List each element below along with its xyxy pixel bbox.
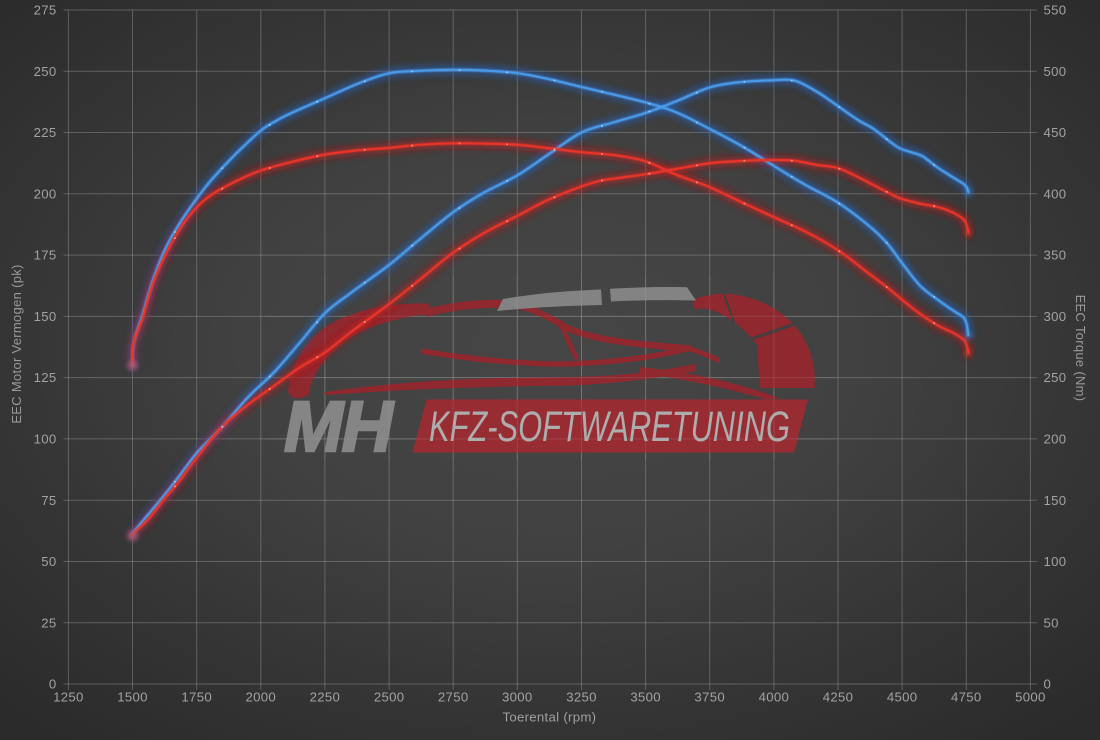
svg-text:150: 150 — [1044, 493, 1067, 508]
svg-text:200: 200 — [1044, 432, 1067, 447]
svg-text:100: 100 — [34, 432, 57, 447]
svg-text:2750: 2750 — [438, 690, 469, 705]
svg-text:1250: 1250 — [53, 690, 84, 705]
svg-text:4000: 4000 — [759, 690, 790, 705]
svg-text:3000: 3000 — [502, 690, 533, 705]
svg-text:500: 500 — [1044, 64, 1067, 79]
svg-text:25: 25 — [41, 615, 56, 630]
svg-text:225: 225 — [34, 125, 57, 140]
svg-text:Toerental (rpm): Toerental (rpm) — [502, 710, 596, 725]
svg-text:1500: 1500 — [117, 690, 148, 705]
svg-text:3500: 3500 — [630, 690, 661, 705]
svg-text:175: 175 — [34, 248, 57, 263]
svg-text:50: 50 — [1044, 615, 1059, 630]
svg-text:550: 550 — [1044, 3, 1067, 18]
svg-text:MH: MH — [284, 388, 395, 467]
svg-text:2000: 2000 — [246, 690, 277, 705]
svg-text:250: 250 — [1044, 370, 1067, 385]
svg-text:4750: 4750 — [951, 690, 982, 705]
svg-text:KFZ-SOFTWARETUNING: KFZ-SOFTWARETUNING — [429, 403, 790, 451]
svg-text:2500: 2500 — [374, 690, 405, 705]
svg-text:250: 250 — [34, 64, 57, 79]
svg-text:EEC Torque (Nm): EEC Torque (Nm) — [1073, 295, 1088, 402]
svg-text:EEC Motor Vermogen (pk): EEC Motor Vermogen (pk) — [9, 264, 24, 423]
svg-text:4250: 4250 — [823, 690, 854, 705]
svg-text:125: 125 — [34, 370, 57, 385]
svg-text:300: 300 — [1044, 309, 1067, 324]
svg-text:4500: 4500 — [887, 690, 918, 705]
svg-text:0: 0 — [49, 677, 57, 692]
svg-text:400: 400 — [1044, 186, 1067, 201]
svg-text:1750: 1750 — [181, 690, 212, 705]
svg-text:75: 75 — [41, 493, 56, 508]
svg-text:150: 150 — [34, 309, 57, 324]
svg-text:3250: 3250 — [566, 690, 597, 705]
svg-text:2250: 2250 — [310, 690, 341, 705]
svg-text:0: 0 — [1044, 677, 1052, 692]
svg-text:450: 450 — [1044, 125, 1067, 140]
svg-text:5000: 5000 — [1015, 690, 1046, 705]
svg-text:350: 350 — [1044, 248, 1067, 263]
svg-text:50: 50 — [41, 554, 56, 569]
svg-text:3750: 3750 — [694, 690, 725, 705]
svg-text:200: 200 — [34, 186, 57, 201]
svg-text:275: 275 — [34, 3, 57, 18]
svg-text:100: 100 — [1044, 554, 1067, 569]
